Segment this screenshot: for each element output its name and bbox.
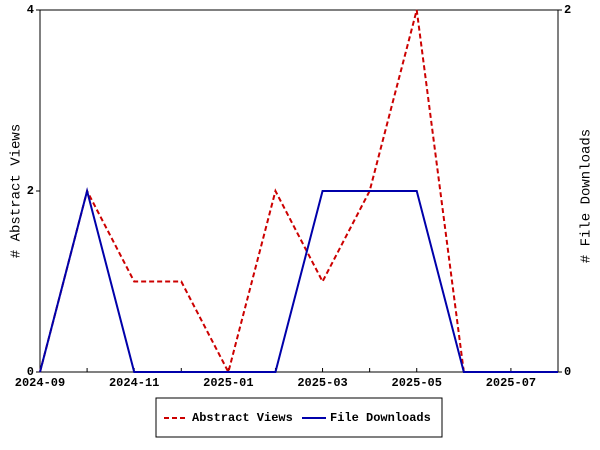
legend-box	[155, 397, 443, 438]
x-tick-label: 2025-01	[203, 376, 253, 390]
y2-tick-label: 2	[564, 3, 571, 17]
data-line	[39, 9, 558, 375]
legend-label: Abstract Views	[192, 411, 293, 425]
y-axis-label: # Abstract Views	[9, 124, 25, 258]
y-tick-label: 0	[27, 365, 34, 379]
y-tick-label: 4	[27, 3, 34, 17]
data-line	[39, 187, 558, 373]
y2-tick-label: 0	[564, 365, 571, 379]
x-tick-label: 2024-11	[109, 376, 159, 390]
x-tick-label: 2025-07	[486, 376, 536, 390]
y2-axis-label: # File Downloads	[579, 129, 595, 263]
legend-label: File Downloads	[330, 411, 431, 425]
x-tick-label: 2024-09	[15, 376, 65, 390]
y-tick-label: 2	[27, 184, 34, 198]
x-tick-label: 2025-05	[392, 376, 442, 390]
x-tick-label: 2025-03	[297, 376, 347, 390]
plot-frame	[39, 9, 559, 373]
